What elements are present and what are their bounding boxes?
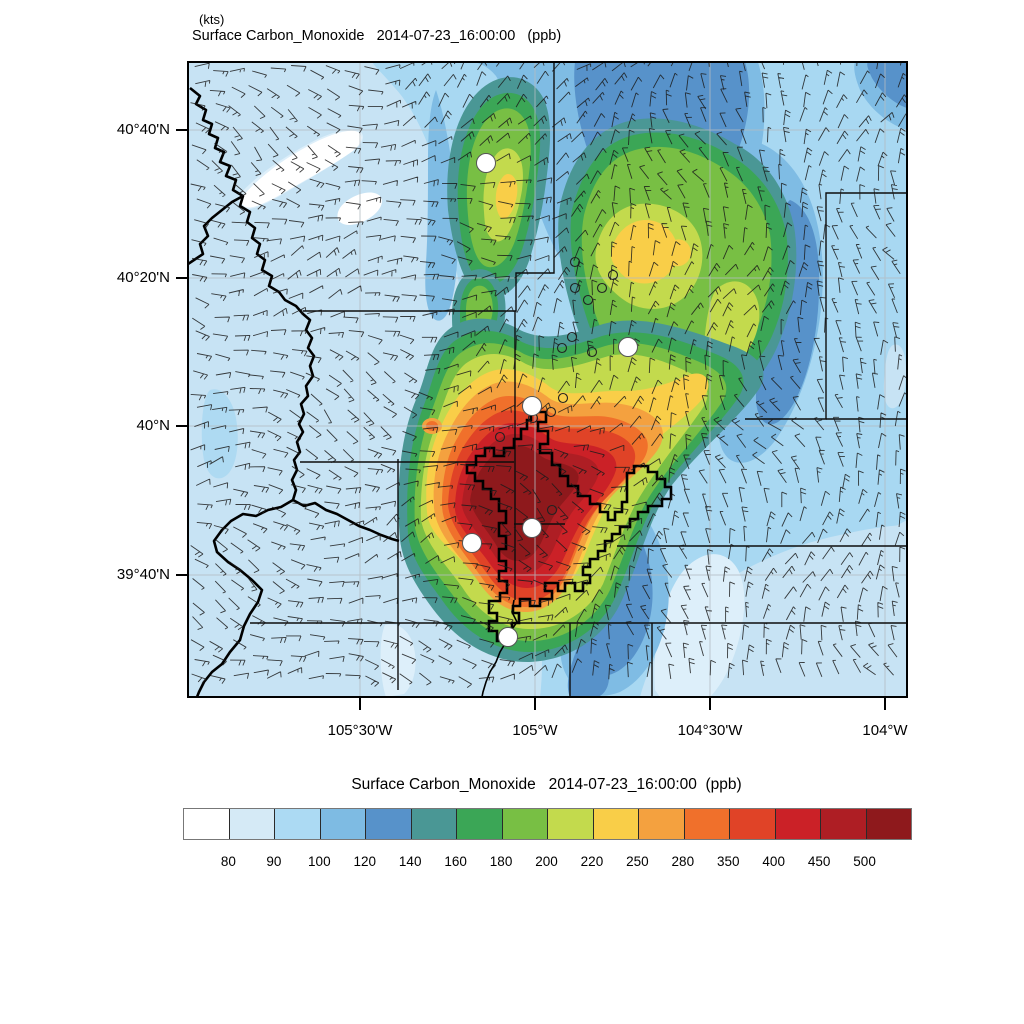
plot-title: Surface Carbon_Monoxide 2014-07-23_16:00…: [192, 28, 562, 44]
lon-tick-label: 104°30'W: [677, 722, 743, 739]
axis-ticks: [176, 129, 886, 710]
lon-tick-label: 105°30'W: [327, 722, 393, 739]
station-dots: [462, 153, 638, 647]
colorbar-cell: [639, 809, 685, 839]
lat-tick-label: 40°40'N: [116, 121, 170, 138]
colorbar-cell: [411, 809, 457, 839]
colorbar-tick-label: 450: [807, 854, 831, 869]
lon-tick-label: 104°W: [862, 722, 908, 739]
colorbar-cell: [866, 809, 911, 839]
wind-barbs: [190, 62, 907, 688]
graticule: [188, 62, 907, 697]
colorbar-cell: [775, 809, 821, 839]
colorbar-tick-label: 180: [489, 854, 513, 869]
colorbar-labels: 80 90 100 120 140 160 180 200 220 250 280 350 400 450…: [183, 854, 910, 872]
urban-area-boundary: [465, 410, 673, 643]
colorbar-cell: [184, 809, 230, 839]
colorbar-tick-label: 120: [353, 854, 377, 869]
colorbar-tick-label: 80: [220, 854, 236, 869]
colorbar-cell: [593, 809, 639, 839]
colorbar-cell: [275, 809, 321, 839]
colorbar-tick-label: 200: [535, 854, 558, 869]
colorbar-cell: [821, 809, 867, 839]
legend-title: Surface Carbon_Monoxide 2014-07-23_16:00…: [351, 776, 742, 793]
colorbar-tick-label: 100: [308, 854, 331, 869]
colorbar-cell: [684, 809, 730, 839]
colorbar-cell: [548, 809, 594, 839]
colorbar-cell: [366, 809, 412, 839]
colorbar: [183, 808, 912, 840]
colorbar-cell: [502, 809, 548, 839]
colorbar-cell: [730, 809, 776, 839]
colorbar-tick-label: 350: [716, 854, 740, 869]
lat-tick-label: 40°20'N: [116, 269, 170, 286]
colorbar-tick-label: 280: [671, 854, 695, 869]
colorbar-cell: [320, 809, 366, 839]
colorbar-tick-label: 250: [626, 854, 649, 869]
foothills-boundary: [481, 599, 518, 697]
divide-boundary: [188, 86, 400, 697]
colorbar-tick-label: 140: [398, 854, 422, 869]
lat-tick-label: 39°40'N: [116, 566, 170, 583]
colorbar-tick-label: 500: [853, 854, 876, 869]
colorbar-tick-label: 160: [444, 854, 467, 869]
colorbar-tick-label: 400: [762, 854, 785, 869]
lat-tick-label: 40°N: [136, 417, 170, 434]
map-frame: [187, 61, 908, 698]
colorbar-cell: [229, 809, 275, 839]
lon-tick-label: 105°W: [512, 722, 558, 739]
wind-units-label: (kts): [199, 12, 225, 27]
colorbar-cell: [457, 809, 503, 839]
colorbar-tick-label: 90: [266, 854, 282, 869]
colorbar-tick-label: 220: [580, 854, 604, 869]
